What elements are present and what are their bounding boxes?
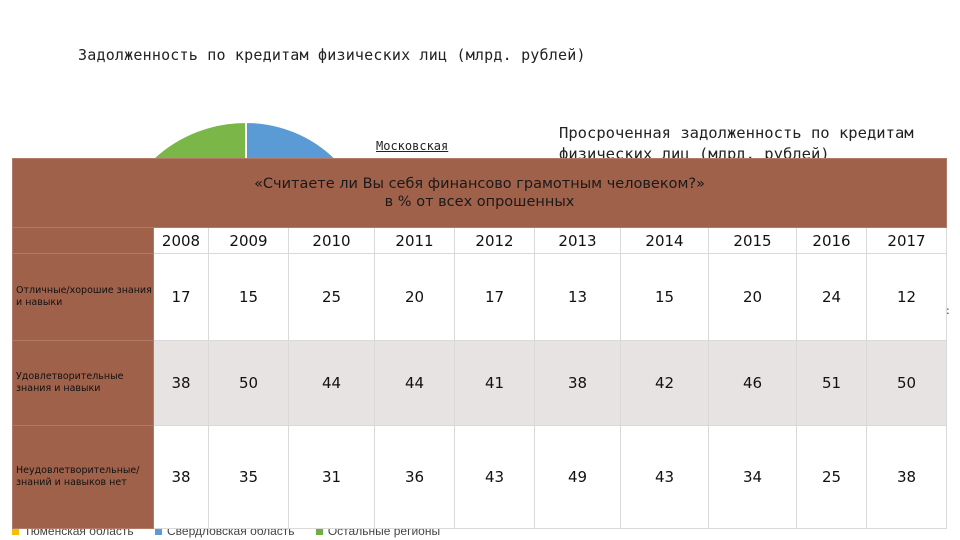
table-cell: 38 [865, 425, 948, 529]
table-cell: 44 [288, 340, 375, 426]
year-header: 2010 [288, 227, 375, 254]
legend-swatch-icon [155, 527, 163, 535]
table-cell: 50 [208, 340, 289, 426]
table-cell: 44 [374, 340, 455, 426]
table-cell: 13 [534, 253, 621, 341]
table-cell: 38 [534, 340, 621, 426]
table-cell: 38 [153, 340, 209, 426]
table-cell: 51 [796, 340, 867, 426]
survey-table: «Считаете ли Вы себя финансово грамотным… [11, 158, 948, 529]
pie-region-label: Московская [376, 139, 449, 153]
table-cell: 17 [454, 253, 535, 341]
table-cell: 24 [796, 253, 867, 341]
corner-cell [12, 227, 154, 254]
year-header: 2014 [620, 227, 709, 254]
table-row: Неудовлетворительные/ знаний и навыков н… [12, 425, 948, 529]
table-cell: 43 [620, 425, 709, 529]
table-cell: 41 [454, 340, 535, 426]
table-cell: 31 [288, 425, 375, 529]
table-cell: 50 [865, 340, 948, 426]
table-cell: 34 [708, 425, 797, 529]
table-cell: 20 [374, 253, 455, 341]
year-header-row: 2008 2009 2010 2011 2012 2013 2014 2015 … [12, 227, 948, 254]
table-cell: 12 [865, 253, 948, 341]
year-header: 2015 [708, 227, 797, 254]
year-header: 2008 [153, 227, 209, 254]
edge-mark: : [946, 304, 950, 317]
table-cell: 36 [374, 425, 455, 529]
row-label: Удовлетворительные знания и навыки [12, 340, 154, 426]
year-header: 2012 [454, 227, 535, 254]
table-cell: 17 [153, 253, 209, 341]
background-chart-title: Задолженность по кредитам физических лиц… [78, 46, 586, 64]
year-header: 2016 [796, 227, 867, 254]
table-cell: 25 [288, 253, 375, 341]
legend-swatch-icon [315, 527, 323, 535]
table-cell: 35 [208, 425, 289, 529]
survey-title-line-2: в % от всех опрошенных [384, 194, 575, 210]
survey-title-line-1: «Считаете ли Вы себя финансово грамотным… [254, 176, 705, 192]
table-cell: 15 [620, 253, 709, 341]
survey-table-overlay: «Считаете ли Вы себя финансово грамотным… [11, 158, 948, 529]
table-cell: 20 [708, 253, 797, 341]
table-cell: 38 [153, 425, 209, 529]
legend-swatch-icon [12, 527, 19, 535]
table-cell: 49 [534, 425, 621, 529]
year-header: 2013 [534, 227, 621, 254]
table-row: Удовлетворительные знания и навыки 38 50… [12, 340, 948, 426]
year-header: 2017 [865, 227, 948, 254]
right-title-line-1: Просроченная задолженность по кредитам [559, 124, 914, 142]
year-header: 2011 [374, 227, 455, 254]
table-row: Отличные/хорошие знания и навыки 17 15 2… [12, 253, 948, 341]
table-cell: 42 [620, 340, 709, 426]
table-cell: 46 [708, 340, 797, 426]
year-header: 2009 [208, 227, 289, 254]
table-cell: 43 [454, 425, 535, 529]
table-cell: 25 [796, 425, 867, 529]
table-cell: 15 [208, 253, 289, 341]
row-label: Неудовлетворительные/ знаний и навыков н… [12, 425, 154, 529]
survey-title: «Считаете ли Вы себя финансово грамотным… [11, 158, 948, 228]
row-label: Отличные/хорошие знания и навыки [12, 253, 154, 341]
